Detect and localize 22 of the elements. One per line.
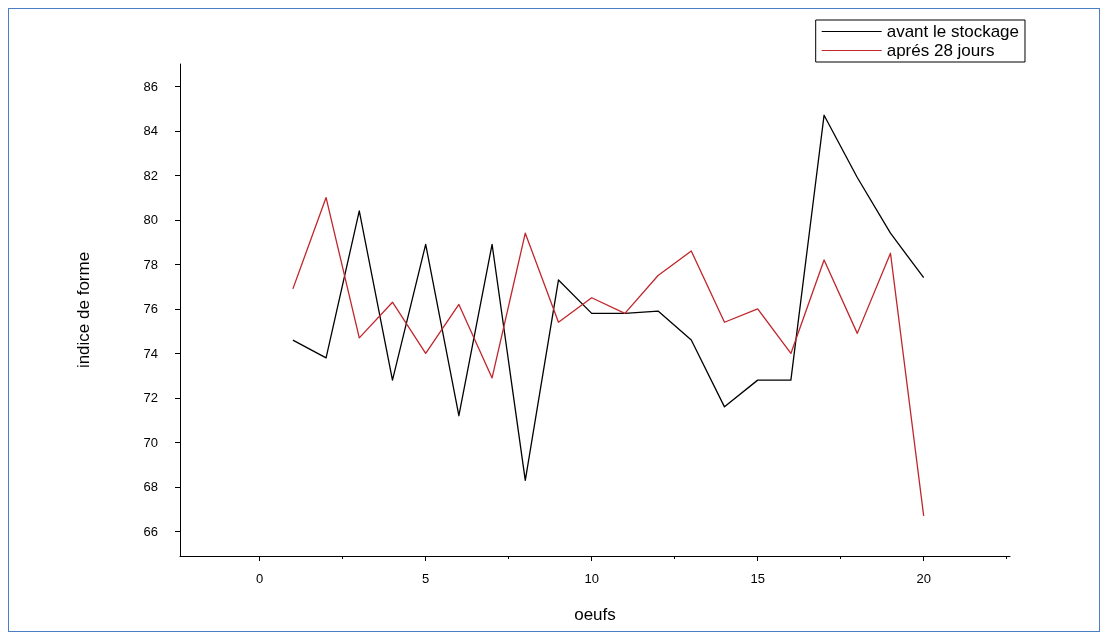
line-series xyxy=(292,114,925,481)
y-tick-label: 76 xyxy=(143,301,158,317)
y-tick-label: 68 xyxy=(143,479,158,495)
y-tick-label: 66 xyxy=(143,524,158,540)
y-tick-label: 82 xyxy=(143,167,158,183)
y-tick-label: 74 xyxy=(143,345,158,361)
y-tick-label: 84 xyxy=(143,123,158,139)
x-tick-label: 0 xyxy=(256,571,264,586)
y-tick-label: 86 xyxy=(143,78,158,94)
legend-label: aprés 28 jours xyxy=(886,41,995,60)
x-tick-label: 5 xyxy=(422,571,430,586)
x-tick-label: 10 xyxy=(584,571,599,586)
x-axis-title: oeufs xyxy=(574,605,616,624)
y-axis-title: indice de forme xyxy=(74,251,93,369)
y-tick-label: 80 xyxy=(143,212,158,228)
y-tick-label: 78 xyxy=(143,256,158,272)
y-tick-label: 72 xyxy=(143,390,158,406)
line-series xyxy=(292,196,925,517)
x-tick-label: 15 xyxy=(750,571,765,586)
legend-label: avant le stockage xyxy=(886,22,1020,41)
y-tick-label: 70 xyxy=(143,434,158,450)
x-tick-label: 20 xyxy=(916,571,931,586)
